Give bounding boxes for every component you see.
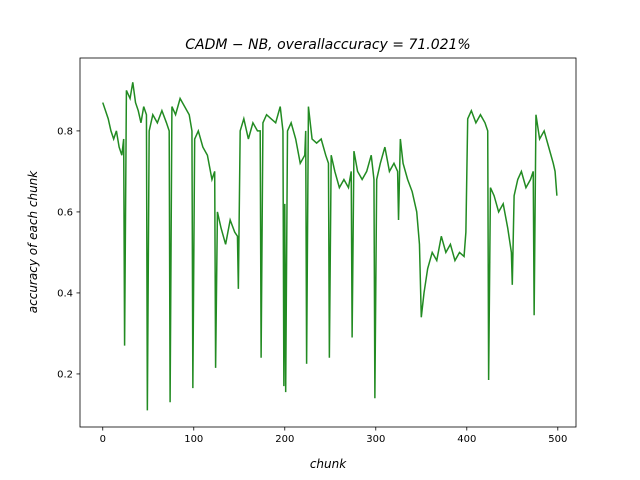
x-axis-label: chunk [310, 457, 347, 471]
x-tick-label: 400 [457, 434, 476, 445]
data-line [102, 82, 558, 411]
y-tick-label: 0.2 [57, 369, 73, 380]
chart-title: CADM − NB, overallaccuracy = 71.021% [185, 37, 470, 53]
plot-frame [79, 57, 577, 428]
x-tick-label: 0 [100, 434, 106, 445]
y-axis-label: accuracy of each chunk [26, 170, 40, 314]
x-tick-label: 500 [548, 434, 567, 445]
y-tick-label: 0.4 [57, 288, 73, 299]
x-tick-label: 100 [184, 434, 203, 445]
y-tick-label: 0.8 [57, 126, 73, 137]
x-tick-label: 200 [275, 434, 294, 445]
x-tick-label: 300 [366, 434, 385, 445]
y-tick-label: 0.6 [57, 207, 73, 218]
